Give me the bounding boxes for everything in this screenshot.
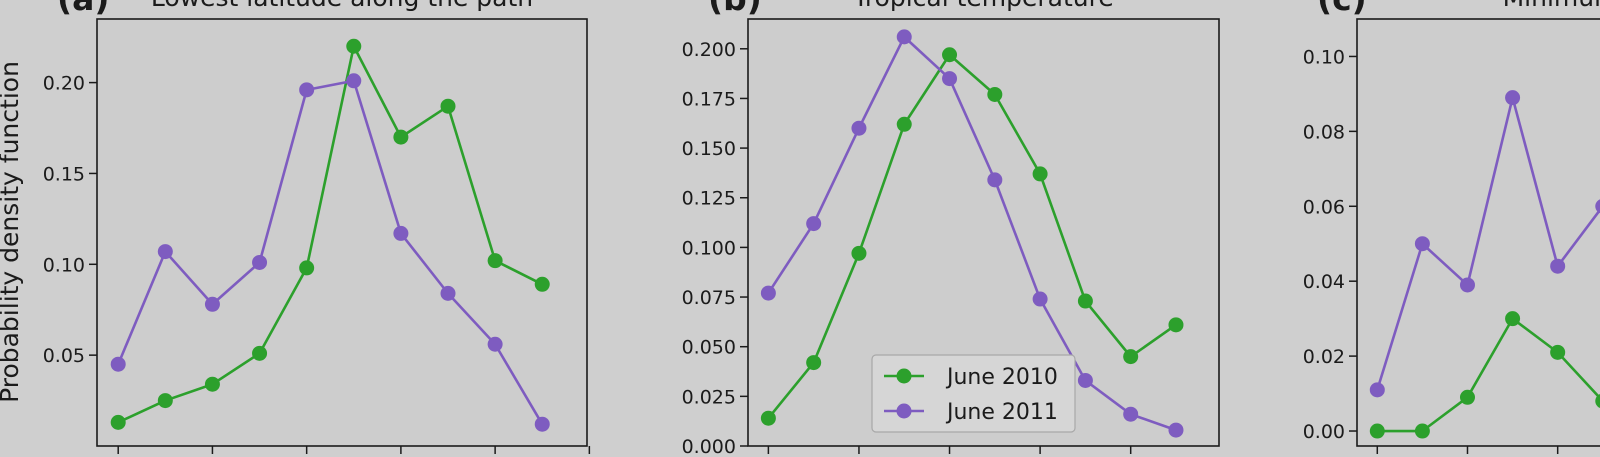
- legend: June 2010 June 2011: [871, 354, 1076, 433]
- legend-label: June 2010: [945, 365, 1058, 390]
- chart-title: Tropical temperature: [852, 0, 1114, 12]
- data-point-june-2011: [1032, 291, 1048, 307]
- data-point-june-2010: [252, 345, 268, 361]
- series-line-june-2010: [117, 44, 543, 424]
- legend-label: June 2011: [945, 400, 1058, 425]
- chart-title: Lowest latitude along the path: [151, 0, 533, 12]
- axes-frame: [96, 18, 588, 447]
- panel-b: Tropical temperature (b) 0.000 0.025 0.050 0.…: [682, 0, 1220, 457]
- data-point-june-2011: [760, 285, 776, 301]
- y-tick-label: 0.050: [682, 337, 736, 359]
- y-tick-label: 0.100: [682, 237, 736, 259]
- data-point-june-2011: [1123, 406, 1139, 422]
- plot-area: [1357, 19, 1600, 446]
- y-tick-label: 0.20: [43, 73, 85, 95]
- y-tick-label: 0.00: [1303, 421, 1345, 443]
- data-point-june-2010: [346, 38, 362, 54]
- y-tick-label: 0.025: [682, 386, 736, 408]
- y-tick-label: 0.10: [43, 254, 85, 276]
- y-tick-label: 0.10: [1303, 46, 1345, 68]
- data-point-june-2011: [896, 29, 912, 45]
- series-line-june-2011: [1376, 96, 1600, 391]
- data-point-june-2011: [806, 216, 822, 232]
- data-point-june-2010: [110, 414, 126, 430]
- data-point-june-2011: [110, 356, 126, 372]
- data-point-june-2011: [1595, 199, 1600, 214]
- y-tick-label: 0.075: [682, 287, 736, 309]
- data-point-june-2010: [1595, 394, 1600, 409]
- panel-letter: (b): [708, 0, 762, 18]
- data-point-june-2010: [1123, 349, 1139, 365]
- data-point-june-2011: [157, 244, 173, 260]
- y-tick-label: 0.150: [682, 138, 736, 160]
- panel-a: Lowest latitude along the path (a) 0.05 0.1…: [43, 0, 591, 454]
- data-point-june-2011: [534, 416, 550, 432]
- data-point-june-2010: [806, 355, 822, 371]
- axes-frame: [1356, 18, 1600, 447]
- plot-area: [97, 19, 587, 446]
- data-point-june-2011: [393, 225, 409, 241]
- y-tick-label: 0.05: [43, 345, 85, 367]
- series-line-june-2011: [767, 35, 1177, 432]
- legend-swatch-marker: [896, 368, 912, 384]
- data-point-june-2010: [942, 47, 958, 63]
- data-point-june-2010: [1459, 389, 1475, 405]
- data-point-june-2010: [987, 86, 1003, 102]
- y-tick-label: 0.125: [682, 188, 736, 210]
- chart-title: Minimum satu: [1503, 0, 1600, 12]
- data-point-june-2010: [487, 253, 503, 269]
- y-tick-label: 0.04: [1303, 271, 1345, 293]
- data-point-june-2010: [1550, 344, 1566, 360]
- data-point-june-2011: [1077, 372, 1093, 388]
- data-point-june-2010: [1032, 166, 1048, 182]
- data-point-june-2011: [252, 254, 268, 270]
- data-point-june-2011: [1168, 422, 1184, 438]
- data-point-june-2010: [1168, 317, 1184, 333]
- y-tick-label: 0.15: [43, 163, 85, 185]
- data-point-june-2011: [299, 82, 315, 98]
- panel-letter: (a): [57, 0, 109, 18]
- panel-c: Minimum satu (c) 0.00 0.02 0.04 0.06 0.08 0.10: [1303, 0, 1600, 454]
- data-point-june-2011: [346, 73, 362, 89]
- series-line-june-2010: [767, 53, 1177, 420]
- data-point-june-2011: [487, 336, 503, 352]
- data-point-june-2011: [1459, 277, 1475, 293]
- data-point-june-2010: [1414, 423, 1430, 439]
- y-tick-label: 0.175: [682, 88, 736, 110]
- y-tick-label: 0.06: [1303, 196, 1345, 218]
- data-point-june-2010: [1369, 423, 1385, 439]
- data-point-june-2011: [942, 71, 958, 87]
- data-point-june-2011: [1505, 90, 1521, 106]
- data-point-june-2010: [157, 393, 173, 409]
- data-point-june-2011: [1369, 382, 1385, 398]
- series-line-june-2010: [1377, 317, 1600, 433]
- series-line-june-2011: [117, 79, 544, 425]
- data-point-june-2010: [393, 129, 409, 145]
- panel-letter: (c): [1317, 0, 1367, 18]
- data-point-june-2010: [851, 245, 867, 261]
- y-tick-label: 0.08: [1303, 121, 1345, 143]
- axes-frame: [747, 18, 1220, 447]
- data-point-june-2011: [851, 120, 867, 136]
- data-point-june-2010: [204, 376, 220, 392]
- y-axis-label: Probability density function: [0, 61, 24, 403]
- data-point-june-2010: [1505, 311, 1521, 327]
- data-point-june-2010: [440, 98, 456, 114]
- data-point-june-2011: [987, 172, 1003, 188]
- data-point-june-2011: [440, 285, 456, 301]
- data-point-june-2010: [760, 410, 776, 426]
- data-point-june-2011: [1550, 258, 1566, 274]
- data-point-june-2010: [299, 260, 315, 276]
- legend-swatch-marker: [896, 403, 912, 419]
- y-tick-label: 0.000: [682, 436, 736, 457]
- y-tick-label: 0.02: [1303, 346, 1345, 368]
- data-point-june-2010: [896, 116, 912, 132]
- y-tick-label: 0.200: [682, 39, 736, 61]
- data-point-june-2011: [1414, 236, 1430, 252]
- data-point-june-2010: [1077, 293, 1093, 309]
- legend-box: [871, 354, 1076, 433]
- data-point-june-2011: [204, 296, 220, 312]
- data-point-june-2010: [534, 276, 550, 292]
